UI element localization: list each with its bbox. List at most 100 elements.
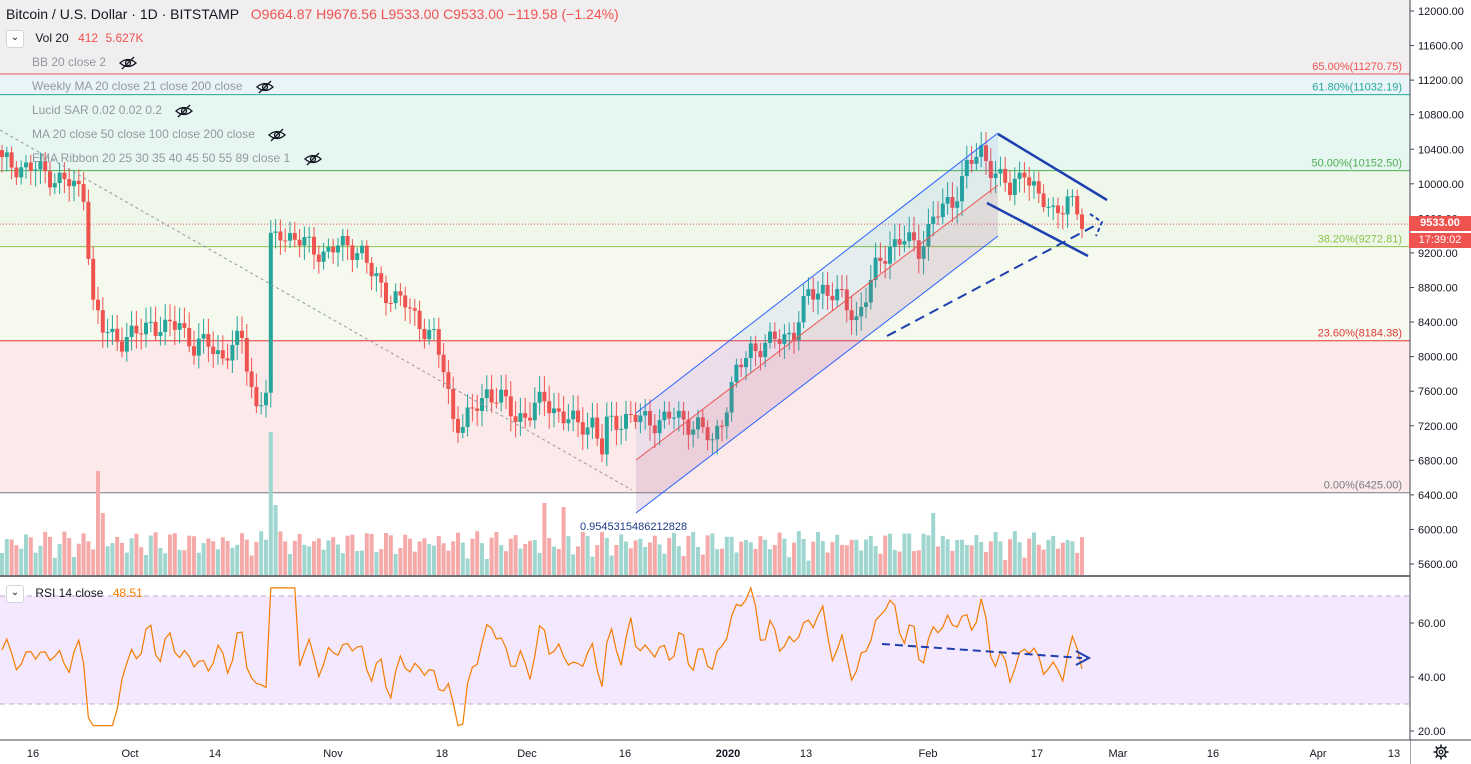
channel-mid-line — [635, 184, 999, 461]
candle-body — [201, 334, 206, 339]
candle-body — [974, 156, 979, 164]
candle-body — [825, 284, 830, 296]
hidden-eye-icon[interactable] — [255, 80, 274, 94]
volume-bar — [796, 531, 801, 575]
candle-body — [302, 236, 307, 246]
price-axis-label: 6800.00 — [1418, 455, 1458, 467]
ema-ribbon-legend[interactable]: EMA Ribbon 20 25 30 35 40 45 50 55 89 cl… — [32, 148, 322, 168]
time-axis-label: Nov — [323, 748, 343, 760]
candle-body — [878, 257, 883, 262]
rsi-legend[interactable]: ⌄ RSI 14 close 48.51 — [6, 584, 143, 603]
low-value: L9533.00 — [380, 6, 440, 22]
volume-bar — [1022, 557, 1027, 575]
volume-bar — [24, 534, 28, 575]
volume-bar — [816, 531, 820, 575]
lucid-sar-legend[interactable]: Lucid SAR 0.02 0.02 0.2 — [32, 100, 194, 120]
volume-bar — [259, 531, 264, 575]
candle-body — [1065, 196, 1070, 215]
candle-body — [513, 416, 518, 422]
volume-bar — [196, 552, 201, 575]
volume-bar — [38, 545, 43, 575]
candle-body — [331, 246, 336, 253]
volume-bar — [624, 541, 628, 575]
volume-bar — [1032, 532, 1036, 575]
candle-body — [1075, 196, 1080, 215]
volume-bar — [739, 541, 744, 575]
candle-body — [417, 310, 422, 329]
price-axis-label: 10800.00 — [1418, 110, 1464, 122]
hidden-eye-icon[interactable] — [303, 152, 322, 166]
volume-bar — [398, 548, 403, 575]
volume-bar — [720, 548, 724, 575]
candle-body — [528, 417, 532, 421]
candle-body — [873, 257, 878, 280]
hidden-eye-icon[interactable] — [119, 56, 138, 70]
candle-body — [691, 429, 696, 435]
volume-bar — [936, 546, 940, 575]
candle-body — [1027, 177, 1032, 186]
symbol-title[interactable]: Bitcoin / U.S. Dollar · 1D · BITSTAMP — [6, 6, 239, 22]
collapse-legend-button[interactable]: ⌄ — [6, 29, 24, 48]
volume-bar — [129, 538, 134, 575]
ma-legend[interactable]: MA 20 close 50 close 100 close 200 close — [32, 124, 287, 144]
volume-bar — [504, 551, 508, 575]
candle-body — [43, 161, 48, 172]
candle-body — [892, 239, 897, 247]
gear-icon[interactable] — [1433, 744, 1449, 760]
volume-bar — [364, 533, 369, 575]
weekly-ma-legend[interactable]: Weekly MA 20 close 21 close 200 close — [32, 76, 274, 96]
candle-body — [14, 167, 19, 178]
volume-bar — [105, 546, 110, 575]
volume-bar — [297, 533, 302, 575]
volume-legend[interactable]: ⌄ Vol 20 412 5.627K — [6, 28, 143, 48]
candle-body — [489, 389, 494, 403]
candle-body — [259, 405, 264, 407]
hidden-eye-icon[interactable] — [175, 104, 194, 118]
volume-bar — [734, 552, 739, 575]
volume-bar — [120, 542, 124, 575]
candle-body — [576, 410, 580, 423]
volume-bar — [964, 544, 969, 575]
volume-bar — [336, 544, 340, 575]
volume-bar — [4, 538, 9, 575]
candle-body — [436, 329, 441, 355]
candle-body — [110, 328, 115, 333]
volume-bar — [1008, 539, 1012, 575]
collapse-rsi-button[interactable]: ⌄ — [6, 584, 24, 603]
candle-body — [796, 322, 801, 341]
price-axis-label: 5600.00 — [1418, 559, 1458, 571]
candle-body — [820, 284, 825, 294]
volume-bar — [897, 551, 902, 575]
candle-body — [403, 295, 408, 308]
candle-body — [326, 246, 331, 252]
volume-bar — [28, 537, 33, 575]
volume-bar — [268, 432, 273, 575]
volume-bar — [436, 536, 441, 575]
volume-bar — [393, 554, 398, 575]
volume-bar — [292, 540, 297, 575]
candle-body — [753, 343, 758, 352]
candle-body — [988, 161, 993, 179]
volume-bar — [240, 533, 244, 575]
volume-bar — [235, 544, 240, 575]
volume-bar — [758, 536, 763, 575]
candle-body — [667, 411, 672, 419]
fib-level-label: 65.00%(11270.75) — [1312, 61, 1402, 73]
candle-body — [1008, 182, 1012, 195]
volume-bar — [321, 549, 326, 575]
candle-body — [1041, 193, 1046, 208]
candle-body — [369, 262, 374, 277]
candle-body — [216, 350, 220, 355]
volume-bar — [744, 539, 748, 575]
candle-body — [451, 388, 456, 419]
candle-body — [710, 439, 715, 441]
volume-bar — [907, 533, 912, 575]
volume-bar — [883, 535, 888, 575]
volume-bar — [513, 535, 518, 575]
bb-legend[interactable]: BB 20 close 2 — [32, 52, 138, 72]
volume-bar — [662, 553, 667, 575]
ema-ribbon-label: EMA Ribbon 20 25 30 35 40 45 50 55 89 cl… — [32, 151, 291, 165]
hidden-eye-icon[interactable] — [268, 128, 287, 142]
candle-body — [196, 338, 201, 356]
